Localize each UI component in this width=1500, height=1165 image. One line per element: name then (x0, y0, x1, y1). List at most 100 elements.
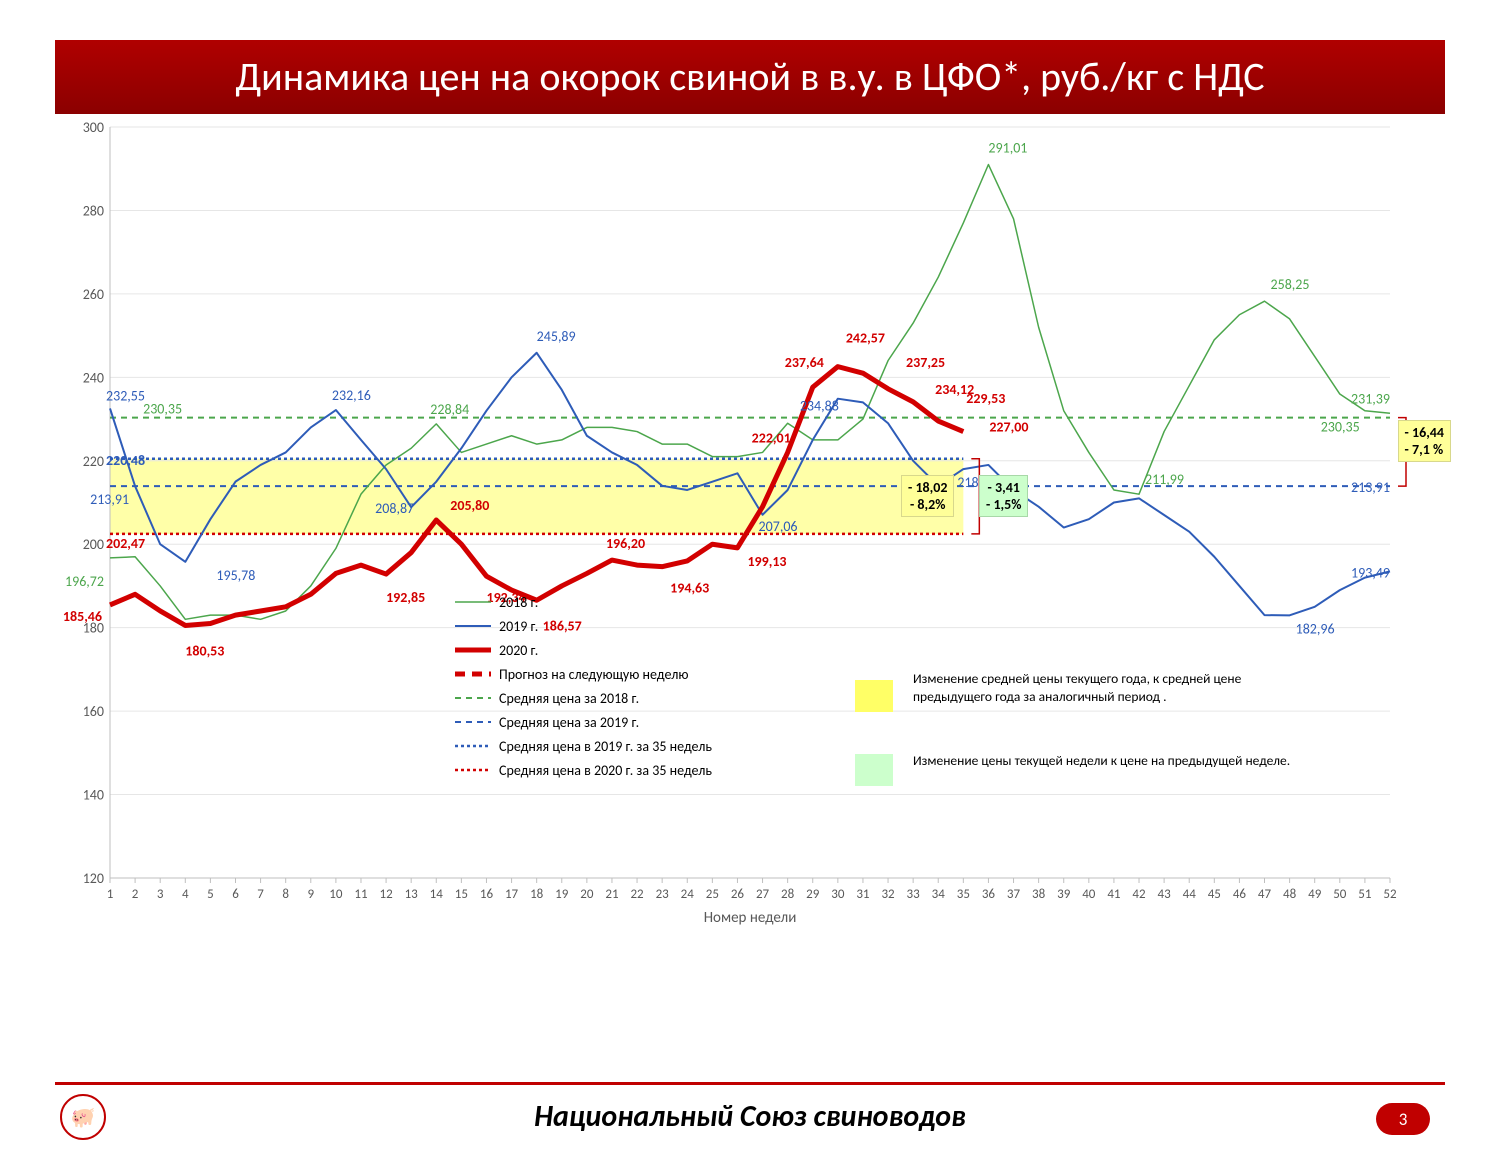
svg-text:280: 280 (83, 202, 104, 219)
svg-text:200: 200 (83, 536, 104, 553)
svg-text:230,35: 230,35 (143, 401, 182, 418)
svg-text:6: 6 (232, 887, 239, 902)
svg-text:220,48: 220,48 (106, 452, 145, 469)
svg-text:213,91: 213,91 (1351, 479, 1390, 496)
delta-right-pct: - 7,1 % (1405, 441, 1444, 458)
svg-text:205,80: 205,80 (450, 497, 489, 514)
svg-text:227,00: 227,00 (989, 419, 1028, 436)
legend-note-green: Изменение цены текущей недели к цене на … (913, 752, 1293, 770)
svg-text:33: 33 (907, 887, 921, 902)
title-text: Динамика цен на окорок свиной в в.у. в Ц… (235, 52, 1264, 101)
page-number-badge: 3 (1376, 1103, 1430, 1135)
svg-text:25: 25 (706, 887, 719, 902)
svg-text:17: 17 (505, 887, 519, 902)
svg-text:39: 39 (1057, 887, 1071, 902)
svg-text:37: 37 (1007, 887, 1021, 902)
svg-text:185,46: 185,46 (63, 608, 102, 625)
page-number: 3 (1399, 1109, 1408, 1130)
svg-text:4: 4 (182, 887, 189, 902)
svg-text:23: 23 (656, 887, 670, 902)
svg-text:13: 13 (405, 887, 419, 902)
svg-text:34: 34 (932, 887, 946, 902)
svg-text:42: 42 (1132, 887, 1146, 902)
svg-text:5: 5 (207, 887, 214, 902)
svg-text:193,49: 193,49 (1351, 564, 1390, 581)
svg-text:46: 46 (1233, 887, 1247, 902)
svg-text:2: 2 (132, 887, 139, 902)
svg-text:199,13: 199,13 (747, 553, 786, 570)
svg-text:7: 7 (257, 887, 264, 902)
svg-text:36: 36 (982, 887, 996, 902)
svg-text:192,85: 192,85 (386, 589, 425, 606)
svg-text:24: 24 (681, 887, 695, 902)
svg-text:237,25: 237,25 (906, 354, 945, 371)
svg-text:234,88: 234,88 (800, 398, 839, 415)
delta-green-pct: - 1,5% (986, 496, 1021, 513)
svg-text:48: 48 (1283, 887, 1297, 902)
svg-text:229,53: 229,53 (966, 390, 1005, 407)
svg-text:51: 51 (1358, 887, 1371, 902)
delta-green-val: - 3,41 (988, 479, 1020, 496)
svg-text:28: 28 (781, 887, 795, 902)
svg-text:11: 11 (354, 887, 367, 902)
chart-svg: 1201401601802002202402602803001234567891… (55, 122, 1445, 948)
svg-text:49: 49 (1308, 887, 1322, 902)
svg-text:260: 260 (83, 286, 104, 303)
svg-text:186,57: 186,57 (543, 617, 582, 634)
svg-text:242,57: 242,57 (846, 330, 885, 347)
svg-text:45: 45 (1208, 887, 1221, 902)
svg-text:30: 30 (831, 887, 845, 902)
delta-right-val: - 16,44 (1405, 424, 1444, 441)
delta-yellow: - 18,02 - 8,2% (901, 475, 954, 517)
svg-text:258,25: 258,25 (1271, 276, 1310, 293)
svg-text:12: 12 (379, 887, 393, 902)
delta-yellow-pct: - 8,2% (910, 496, 945, 513)
svg-text:160: 160 (83, 703, 104, 720)
svg-text:3: 3 (157, 887, 164, 902)
svg-text:Прогноз на следующую неделю: Прогноз на следующую неделю (499, 666, 688, 683)
chart-container: 1201401601802002202402602803001234567891… (55, 122, 1445, 948)
svg-text:35: 35 (957, 887, 970, 902)
svg-text:9: 9 (307, 887, 314, 902)
title-bar: Динамика цен на окорок свиной в в.у. в Ц… (55, 40, 1445, 114)
delta-green: - 3,41 - 1,5% (979, 475, 1028, 517)
svg-text:231,39: 231,39 (1351, 390, 1390, 407)
svg-text:41: 41 (1107, 887, 1120, 902)
svg-text:1: 1 (107, 887, 114, 902)
legend-swatch-yellow (855, 680, 893, 712)
svg-text:208,87: 208,87 (375, 500, 414, 517)
svg-text:20: 20 (580, 887, 594, 902)
svg-text:220: 220 (83, 453, 104, 470)
svg-text:196,20: 196,20 (606, 535, 645, 552)
svg-text:237,64: 237,64 (785, 354, 824, 371)
svg-text:2019 г.: 2019 г. (499, 618, 538, 635)
svg-text:38: 38 (1032, 887, 1046, 902)
svg-text:26: 26 (731, 887, 745, 902)
svg-text:31: 31 (856, 887, 869, 902)
footer-text: Национальный Союз свиноводов (0, 1098, 1500, 1135)
svg-text:27: 27 (756, 887, 770, 902)
svg-text:213,91: 213,91 (90, 491, 129, 508)
svg-text:240: 240 (83, 369, 104, 386)
svg-text:16: 16 (480, 887, 494, 902)
svg-text:22: 22 (630, 887, 644, 902)
svg-text:211,99: 211,99 (1145, 471, 1184, 488)
delta-yellow-val: - 18,02 (908, 479, 947, 496)
svg-text:29: 29 (806, 887, 820, 902)
svg-text:40: 40 (1082, 887, 1096, 902)
svg-text:Средняя цена в 2019 г. за 35 н: Средняя цена в 2019 г. за 35 недель (499, 738, 712, 755)
legend-note-yellow: Изменение средней цены текущего года, к … (913, 670, 1293, 705)
svg-text:15: 15 (455, 887, 468, 902)
svg-text:232,16: 232,16 (332, 387, 371, 404)
delta-right: - 16,44 - 7,1 % (1398, 420, 1451, 462)
svg-text:232,55: 232,55 (106, 387, 145, 404)
svg-text:47: 47 (1258, 887, 1272, 902)
svg-text:21: 21 (605, 887, 618, 902)
svg-text:52: 52 (1383, 887, 1397, 902)
legend-swatch-green (855, 754, 893, 786)
svg-text:43: 43 (1158, 887, 1172, 902)
svg-text:32: 32 (881, 887, 895, 902)
svg-text:195,78: 195,78 (216, 567, 255, 584)
svg-text:8: 8 (282, 887, 289, 902)
svg-text:230,35: 230,35 (1321, 419, 1360, 436)
